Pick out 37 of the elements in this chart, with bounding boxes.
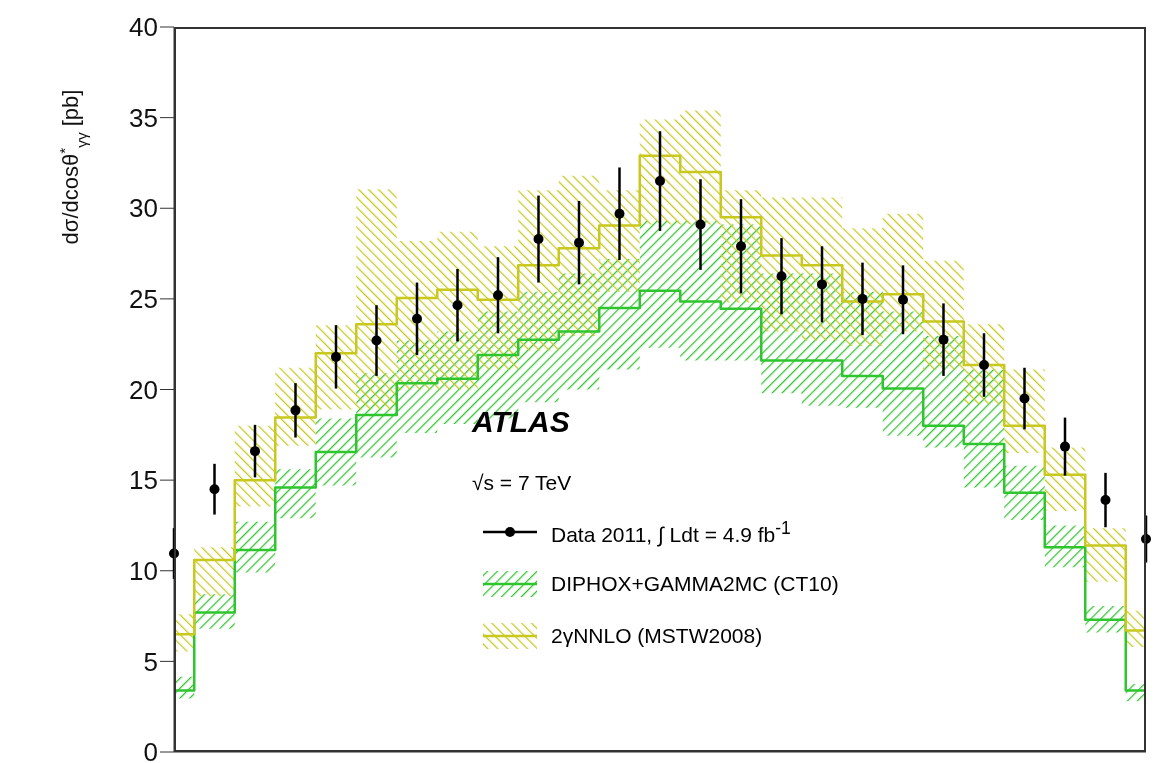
- point: [655, 176, 665, 187]
- point: [898, 294, 908, 305]
- point: [452, 300, 463, 311]
- y-tick-label: 25: [129, 284, 158, 315]
- annotation: √s = 7 TeV: [472, 471, 572, 495]
- point: [695, 219, 706, 230]
- point: [209, 484, 220, 495]
- y-tick-label: 40: [129, 12, 158, 43]
- point: [1100, 495, 1111, 506]
- y-tick-label: 5: [143, 646, 158, 677]
- point: [938, 334, 949, 345]
- legend-label: Data 2011, ∫ Ldt = 4.9 fb$^{-1}$: [551, 517, 791, 547]
- point: [371, 335, 382, 346]
- y-tick-label: 15: [129, 465, 158, 496]
- legend-label: 2γNNLO (MSTW2008): [551, 624, 763, 648]
- legend-label: DIPHOX+GAMMA2MC (CT10): [551, 572, 839, 596]
- point: [493, 290, 503, 301]
- point: [290, 405, 301, 416]
- y-tick-label: 20: [129, 374, 158, 405]
- point: [736, 241, 746, 252]
- annotation: ATLAS: [472, 405, 570, 439]
- point: [614, 208, 625, 219]
- point: [412, 313, 422, 324]
- point: [776, 271, 787, 282]
- point: [1019, 393, 1030, 404]
- point: [1060, 441, 1070, 452]
- y-tick-label: 35: [129, 102, 158, 133]
- point: [533, 234, 544, 245]
- point: [979, 360, 989, 371]
- point: [331, 351, 341, 362]
- point: [250, 446, 260, 457]
- y-tick-label: 0: [143, 737, 158, 763]
- y-tick-label: 10: [129, 555, 158, 586]
- point: [574, 237, 584, 248]
- point: [817, 279, 827, 290]
- y-tick-label: 30: [129, 193, 158, 224]
- point: [857, 293, 868, 304]
